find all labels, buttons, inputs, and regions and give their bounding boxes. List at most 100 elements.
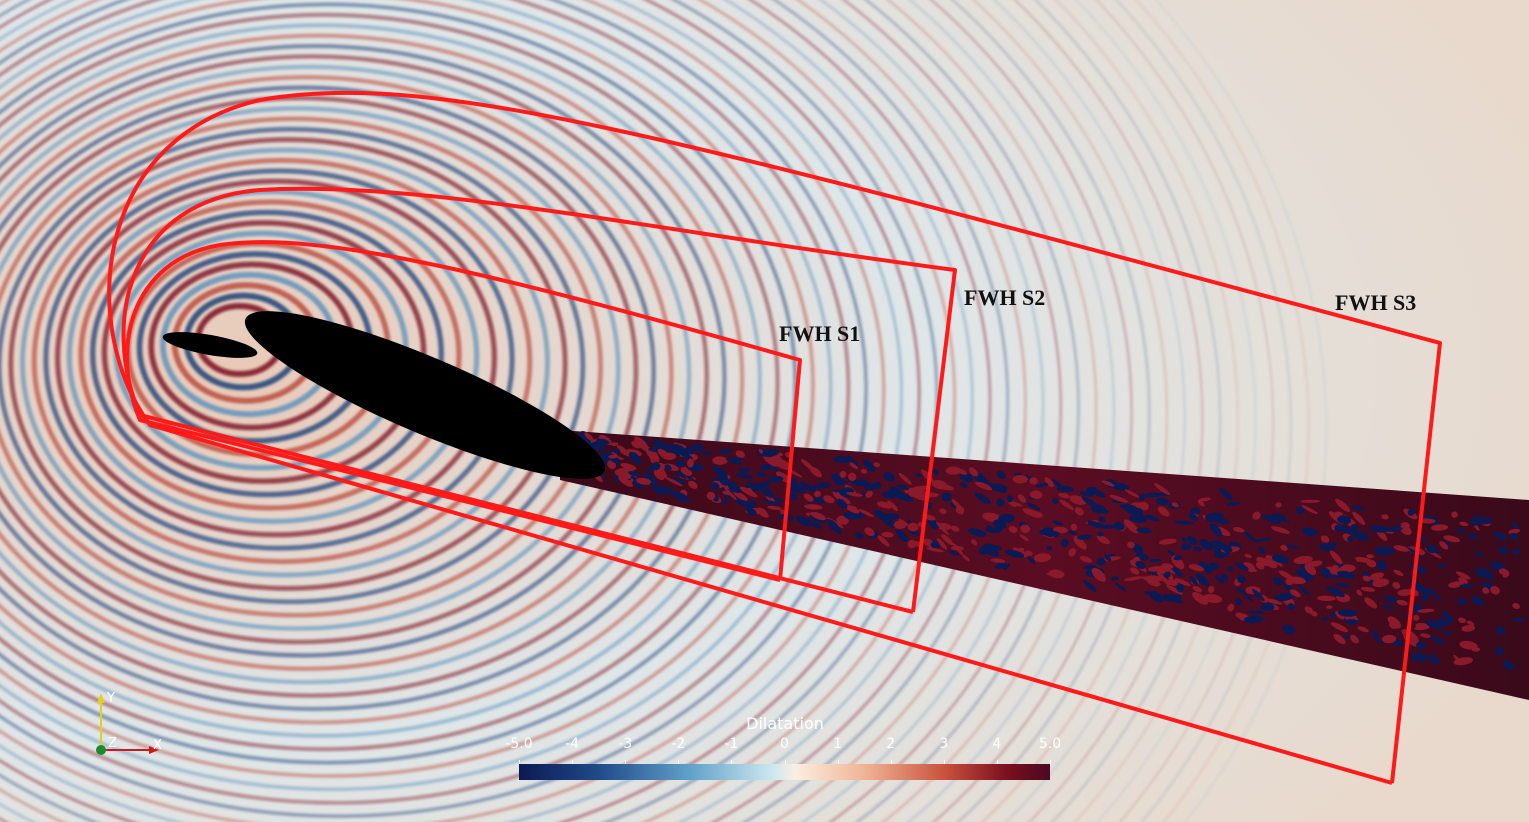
wake-eddy xyxy=(1282,624,1296,635)
wake-eddy xyxy=(1498,546,1508,555)
wake-eddy xyxy=(762,487,774,498)
wave-ring xyxy=(90,209,444,498)
wake-eddy xyxy=(1227,603,1235,612)
wake-eddy xyxy=(724,487,737,501)
wake-eddy xyxy=(858,509,874,518)
wave-ring xyxy=(0,23,762,738)
wake-eddy xyxy=(1289,589,1301,598)
wake-eddy xyxy=(1115,582,1127,592)
wake-eddy xyxy=(1096,557,1106,566)
wake-eddy xyxy=(896,529,909,543)
wave-ring xyxy=(0,0,851,805)
fwh-label-s3: FWH S3 xyxy=(1335,290,1416,315)
wave-ring xyxy=(0,0,957,822)
wake-eddy xyxy=(1512,602,1520,610)
wake-eddy xyxy=(1171,566,1183,577)
z-axis-point xyxy=(96,745,106,755)
wake-eddy xyxy=(1135,560,1146,570)
wake-eddy xyxy=(675,460,686,468)
wake-eddy xyxy=(1374,546,1388,556)
z-axis-label: Z xyxy=(108,736,117,751)
wake-eddy xyxy=(823,495,835,504)
wake-eddy xyxy=(1366,554,1374,559)
wake-eddy xyxy=(915,473,922,478)
wake-eddy xyxy=(1256,556,1271,567)
wake-eddy xyxy=(1352,530,1369,541)
wake-eddy xyxy=(767,505,782,510)
wake-eddy xyxy=(1019,534,1029,542)
wake-eddy xyxy=(1156,571,1170,586)
wake-eddy xyxy=(773,497,784,503)
wake-eddy xyxy=(1008,501,1023,507)
wake-eddy xyxy=(1360,586,1376,592)
wake-eddy xyxy=(846,492,863,497)
wake-eddy xyxy=(1018,547,1025,552)
wake-eddy xyxy=(974,492,991,505)
wake-eddy xyxy=(712,456,728,465)
wake-eddy xyxy=(1453,654,1463,664)
wake-eddy xyxy=(596,438,610,445)
wake-eddy xyxy=(1139,501,1149,511)
wake-eddy xyxy=(927,519,940,530)
wave-ring xyxy=(881,0,1098,822)
wake-eddy xyxy=(935,521,949,536)
wake-eddy xyxy=(1254,538,1272,542)
wave-ring xyxy=(0,0,921,822)
wake-eddy xyxy=(1293,555,1313,565)
wake-eddy xyxy=(916,488,925,494)
wake-eddy xyxy=(1005,549,1025,558)
wake-eddy xyxy=(789,484,806,494)
wake-eddy xyxy=(1512,617,1525,622)
wake-eddy xyxy=(662,452,677,460)
wake-eddy xyxy=(650,462,661,471)
wake-eddy xyxy=(1111,482,1130,491)
wake-eddy xyxy=(1148,566,1162,572)
wake-eddy xyxy=(717,470,728,481)
wake-eddy xyxy=(836,495,851,505)
wake-eddy xyxy=(1321,617,1329,621)
wave-ring xyxy=(43,168,515,551)
wake-eddy xyxy=(628,471,640,477)
wake-eddy xyxy=(664,464,672,471)
wake-eddy xyxy=(738,467,751,473)
wake-eddy xyxy=(1174,520,1194,525)
colorbar-tick-label: -4 xyxy=(565,736,580,752)
wave-ring xyxy=(0,2,798,765)
wake-eddy xyxy=(1392,581,1401,589)
wake-eddy xyxy=(611,442,619,447)
wake-eddy xyxy=(1067,530,1077,535)
colorbar-tick-mark xyxy=(837,760,839,766)
wake-eddy xyxy=(1124,519,1139,534)
wake-eddy xyxy=(997,514,1016,523)
wake-eddy xyxy=(788,492,798,501)
wake-eddy xyxy=(1220,573,1229,581)
wake-eddy xyxy=(1410,652,1429,662)
wake-eddy xyxy=(1364,597,1378,609)
wake-eddy xyxy=(950,525,960,532)
wake-eddy xyxy=(1172,598,1184,604)
wake-eddy xyxy=(1050,530,1060,536)
wake-eddy xyxy=(1098,516,1106,523)
wake-eddy xyxy=(1029,490,1043,499)
wake-eddy xyxy=(1381,605,1394,610)
wake-eddy xyxy=(631,440,642,449)
wake-eddy xyxy=(1334,524,1343,532)
wake-eddy xyxy=(1371,630,1379,637)
wave-ring xyxy=(1013,0,1204,822)
wake-eddy xyxy=(1068,548,1077,557)
wake-eddy xyxy=(1188,564,1205,572)
wake-eddy xyxy=(1258,546,1266,555)
orientation-axes[interactable]: Y X Z xyxy=(85,685,175,765)
colorbar-tick-label: 4 xyxy=(992,736,1002,752)
wave-ring xyxy=(827,0,1063,822)
wake-eddy xyxy=(989,526,1004,534)
wake-eddy xyxy=(1091,504,1106,514)
wake-eddy xyxy=(1432,624,1441,630)
wake-eddy xyxy=(996,471,1006,480)
wake-eddy xyxy=(860,468,868,474)
wave-ring xyxy=(0,0,833,792)
wake-eddy xyxy=(975,481,993,491)
wake-eddy xyxy=(733,491,748,501)
colorbar-tick-label: 5.0 xyxy=(1038,736,1062,752)
